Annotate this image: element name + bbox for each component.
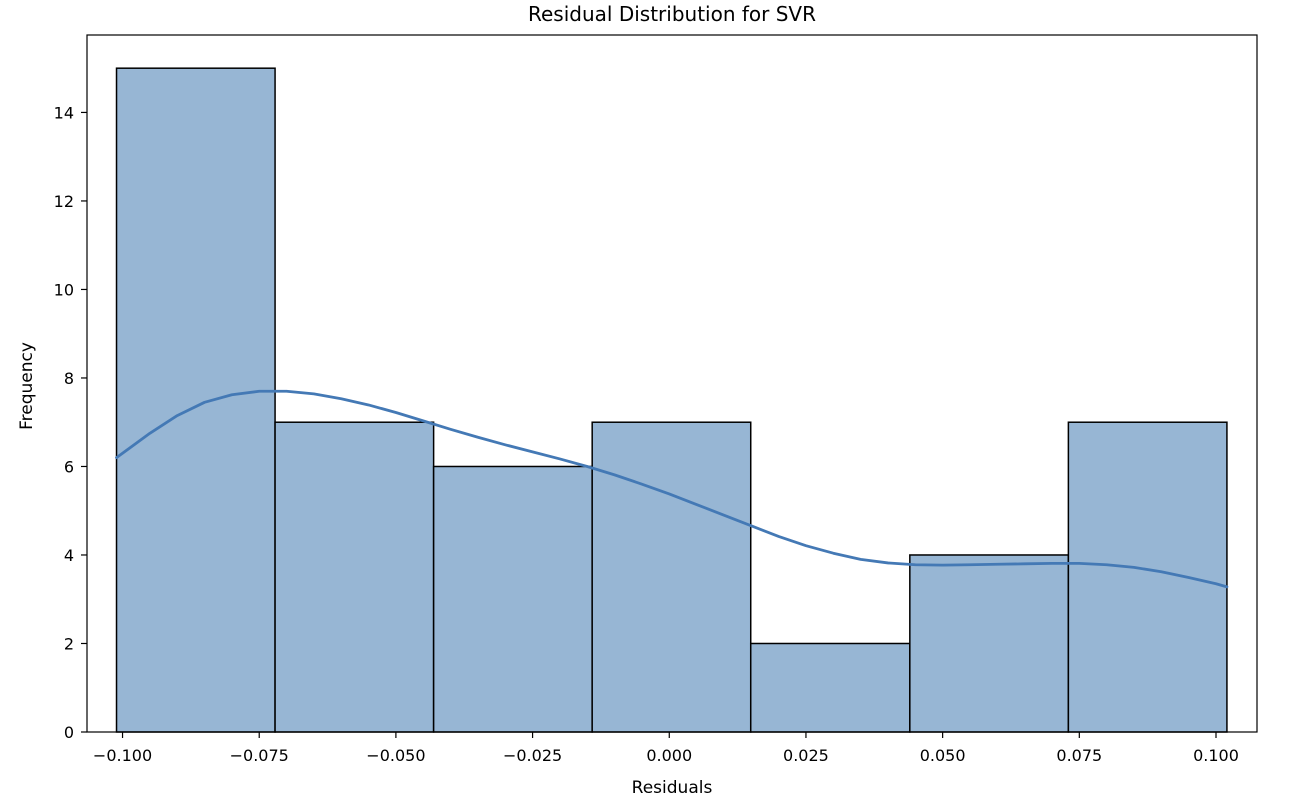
y-axis-ticks: 0 2 4 6 8 10 12 14 (54, 103, 87, 742)
x-tick-label: 0.025 (783, 746, 829, 765)
x-tick-label: 0.000 (646, 746, 692, 765)
histogram-bar (1067, 421, 1228, 733)
histogram-bar (115, 67, 276, 733)
kde-curve (115, 389, 1229, 589)
plot-frame (86, 34, 1258, 733)
histogram-bar (432, 465, 593, 733)
y-tick-label: 12 (54, 192, 74, 211)
x-tick-label: 0.100 (1193, 746, 1239, 765)
y-tick-label: 0 (64, 723, 74, 742)
x-tick-label: −0.025 (503, 746, 562, 765)
kde-layer (115, 389, 1229, 589)
histogram-bar (909, 554, 1070, 733)
y-tick-label: 6 (64, 457, 74, 476)
x-axis-label: Residuals (632, 778, 713, 798)
x-tick-label: 0.075 (1056, 746, 1102, 765)
y-tick-label: 2 (64, 634, 74, 653)
y-axis-label: Frequency (17, 342, 37, 430)
x-tick-label: −0.075 (230, 746, 289, 765)
x-tick-label: −0.100 (93, 746, 152, 765)
histogram-bar (274, 421, 435, 733)
y-tick-label: 10 (54, 280, 74, 299)
x-tick-label: 0.050 (920, 746, 966, 765)
bars-layer (115, 67, 1228, 733)
histogram-bar (591, 421, 752, 733)
chart-title: Residual Distribution for SVR (528, 2, 816, 26)
histogram-bar (749, 642, 911, 733)
y-tick-label: 8 (64, 369, 74, 388)
x-axis-ticks: −0.100 −0.075 −0.050 −0.025 0.000 0.025 0.050 0… (93, 732, 1239, 765)
y-tick-label: 4 (64, 546, 74, 565)
x-tick-label: −0.050 (366, 746, 425, 765)
y-tick-label: 14 (54, 103, 74, 122)
